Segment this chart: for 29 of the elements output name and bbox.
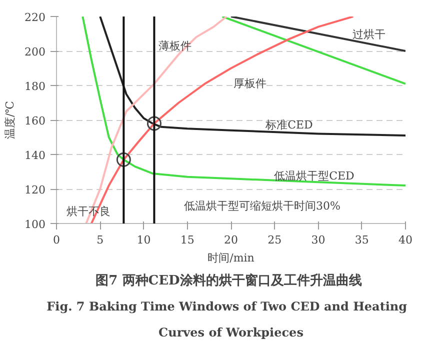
text: Fig. 7 Baking Time Windows of Two CED and Heating Curves of Workpieces — [46, 300, 408, 340]
x-tick-label: 15 — [180, 234, 194, 246]
annotation: 标准CED — [264, 118, 314, 132]
text: 图7 两种CED涂料的烘干窗口及工件升温曲线 — [96, 272, 362, 288]
x-tick-label: 10 — [136, 234, 151, 246]
x-tick-label: 30 — [311, 234, 326, 246]
annotation: 薄板件 — [158, 40, 192, 53]
annotation: 厚板件 — [233, 77, 266, 90]
y-tick-label: 140 — [24, 149, 46, 162]
x-tick-label: 5 — [96, 234, 104, 246]
y-tick-label: 160 — [24, 114, 46, 128]
y-tick-label: 200 — [24, 46, 46, 58]
line-series — [90, 16, 354, 224]
line-series — [99, 16, 406, 137]
x-tick-label: 0 — [53, 234, 60, 246]
y-axis-title: 温度/℃ — [4, 100, 17, 140]
x-tick-label: 35 — [354, 234, 369, 246]
x-tick-label: 40 — [398, 234, 412, 246]
annotation: 低温烘干型CED — [274, 170, 355, 183]
y-tick-label: 220 — [24, 11, 46, 24]
annotation: 过烘干 — [352, 28, 386, 41]
x-tick-label: 25 — [268, 234, 282, 246]
x-axis-title: 时间/min — [208, 252, 254, 264]
line-series — [82, 16, 406, 187]
y-tick-label: 120 — [24, 184, 46, 196]
y-tick-label: 100 — [24, 218, 46, 231]
x-tick-label: 20 — [224, 234, 238, 246]
y-tick-label: 180 — [24, 80, 46, 93]
annotation: 低温烘干型可缩短烘干时间30% — [184, 199, 340, 212]
